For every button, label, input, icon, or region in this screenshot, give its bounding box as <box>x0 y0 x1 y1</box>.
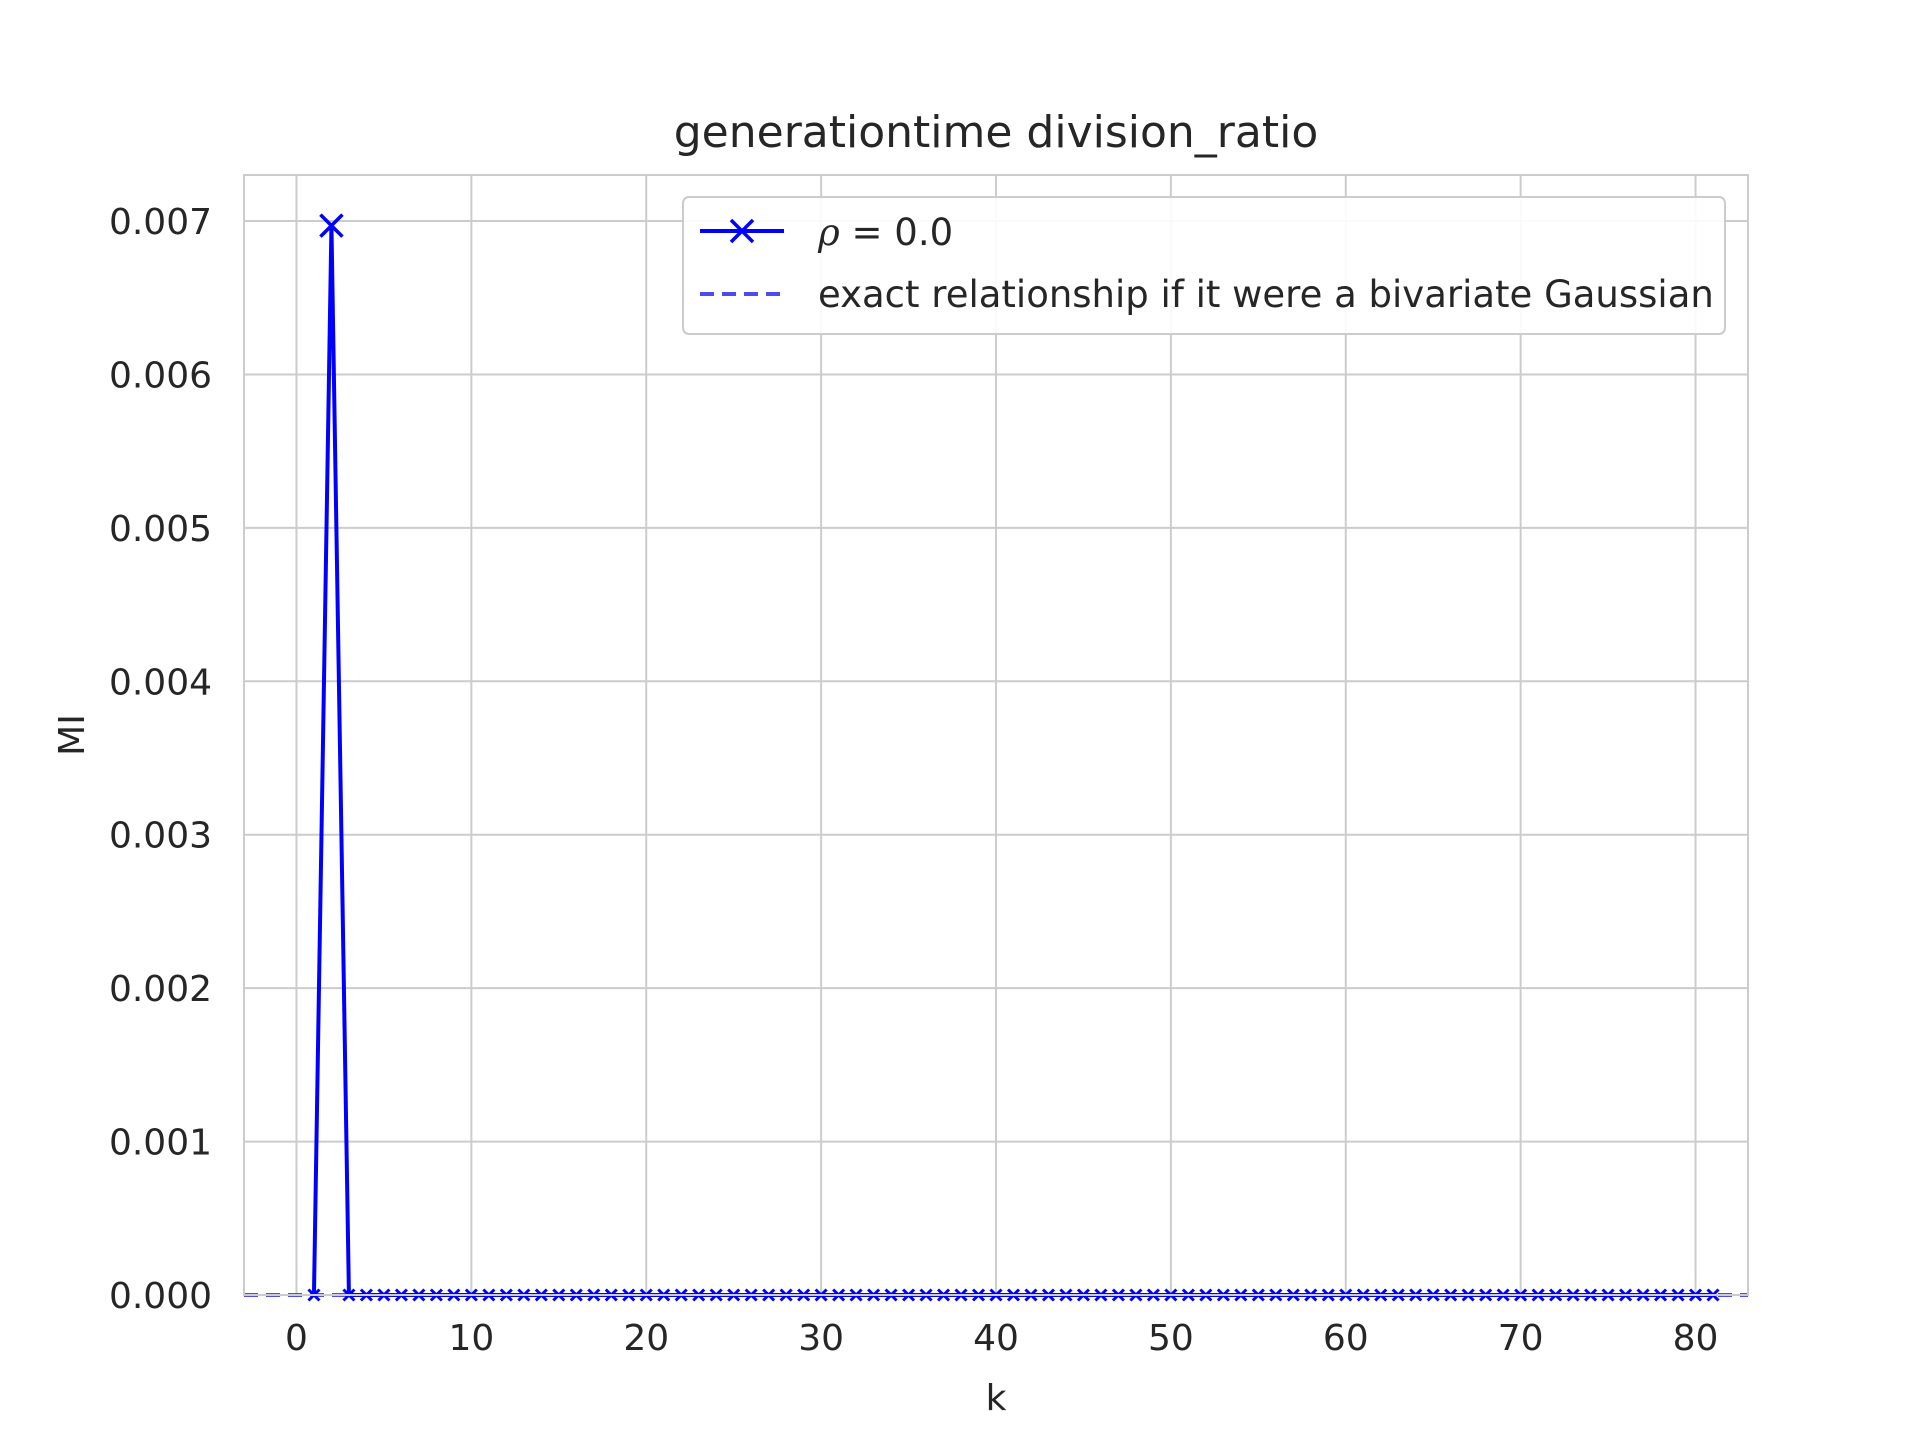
y-tick-label: 0.006 <box>109 355 212 396</box>
plot-frame <box>243 174 1749 1296</box>
y-tick-label: 0.002 <box>109 969 212 1010</box>
y-axis-label: MI <box>52 714 93 756</box>
y-tick-label: 0.004 <box>109 662 212 703</box>
chart-title: generationtime division_ratio <box>674 107 1319 158</box>
x-tick-label: 0 <box>285 1318 308 1359</box>
x-tick-label: 70 <box>1498 1318 1544 1359</box>
tick-labels: 0 10 20 30 40 50 60 70 80 0.000 0.001 0.002 0.003 0.0… <box>109 202 1719 1359</box>
y-tick-label: 0.005 <box>109 509 212 550</box>
legend-box <box>682 196 1726 335</box>
mi-data-point <box>319 213 344 238</box>
x-tick-label: 20 <box>623 1318 669 1359</box>
x-tick-label: 30 <box>798 1318 844 1359</box>
x-tick-label: 60 <box>1323 1318 1369 1359</box>
x-tick-label: 10 <box>448 1318 494 1359</box>
y-tick-label: 0.003 <box>109 816 212 857</box>
y-tick-label: 0.000 <box>109 1276 212 1317</box>
x-axis-label: k <box>986 1378 1007 1419</box>
y-tick-label: 0.007 <box>109 202 212 243</box>
legend-label-gaussian: exact relationship if it were a bivariat… <box>818 273 1714 316</box>
x-tick-label: 80 <box>1673 1318 1719 1359</box>
legend-label-rho: ρ = 0.0 <box>817 211 953 254</box>
y-tick-label: 0.001 <box>109 1123 212 1164</box>
x-tick-label: 50 <box>1148 1318 1194 1359</box>
x-tick-label: 40 <box>973 1318 1019 1359</box>
legend: ρ = 0.0 exact relationship if it were a … <box>682 196 1726 335</box>
legend-x-marker-icon <box>729 218 755 244</box>
